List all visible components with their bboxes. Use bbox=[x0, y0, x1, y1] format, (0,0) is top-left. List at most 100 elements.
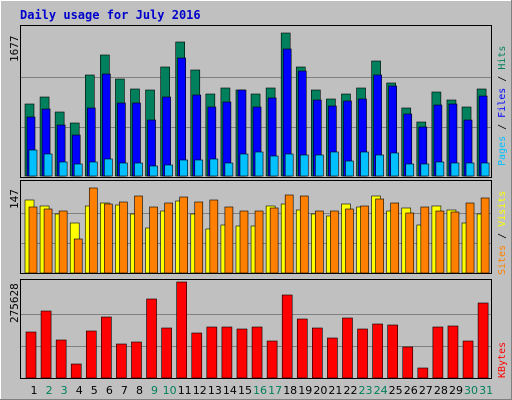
kbytes-bar bbox=[432, 326, 444, 379]
pages-bar bbox=[330, 151, 339, 177]
sites-bar bbox=[104, 203, 113, 274]
sites-bar bbox=[119, 201, 128, 274]
sites-bar bbox=[134, 195, 143, 274]
chart-marks: 1 2 3 4 5 6 7 8 9 10 11 12 13 14 15 16 17 18 19 20 21 22 23 24 2… bbox=[21, 32, 493, 397]
pages-bar bbox=[435, 161, 445, 177]
sites-bar bbox=[43, 208, 53, 274]
kbytes-bar bbox=[327, 337, 338, 379]
chart-title: Daily usage for July 2016 bbox=[20, 8, 201, 22]
day-label: 18 bbox=[283, 384, 297, 397]
day-label: 9 bbox=[151, 384, 158, 397]
kbytes-bar bbox=[146, 298, 157, 379]
day-label: 15 bbox=[238, 384, 252, 397]
kbytes-bar bbox=[221, 326, 233, 379]
sites-bar bbox=[315, 210, 324, 274]
visits-legend: Sites / Visits bbox=[497, 191, 508, 275]
sites-bar bbox=[239, 210, 249, 274]
sites-bar bbox=[299, 195, 309, 274]
day-label: 22 bbox=[343, 384, 357, 397]
sites-bar bbox=[405, 212, 415, 274]
pages-bar bbox=[224, 162, 234, 177]
sites-bar bbox=[330, 210, 339, 274]
pages-bar bbox=[134, 162, 143, 177]
day-label: 13 bbox=[208, 384, 222, 397]
pages-bar bbox=[239, 153, 249, 177]
hits-legend: Pages / Files / Hits bbox=[497, 46, 508, 166]
kbytes-bar bbox=[312, 327, 323, 379]
sites-bar bbox=[209, 199, 219, 274]
pages-bar bbox=[149, 165, 158, 177]
pages-bar bbox=[43, 153, 53, 177]
sites-bar bbox=[194, 201, 204, 274]
pages-bar bbox=[254, 151, 264, 177]
day-label: 8 bbox=[136, 384, 143, 397]
day-label: 24 bbox=[374, 384, 388, 397]
pages-bar bbox=[284, 153, 294, 177]
kbytes-bar bbox=[281, 294, 293, 379]
sites-bar bbox=[179, 196, 188, 274]
kbytes-ymax-label: 275628 bbox=[8, 283, 21, 323]
day-label: 17 bbox=[268, 384, 282, 397]
day-label: 3 bbox=[61, 384, 68, 397]
sites-bar bbox=[420, 206, 430, 274]
day-label: 1 bbox=[31, 384, 38, 397]
day-label: 29 bbox=[449, 384, 463, 397]
sites-bar bbox=[224, 206, 234, 274]
day-label: 25 bbox=[389, 384, 403, 397]
pages-bar bbox=[315, 154, 324, 177]
visits-ymax-label: 147 bbox=[8, 189, 21, 209]
kbytes-bar bbox=[161, 327, 172, 379]
sites-bar bbox=[360, 205, 369, 274]
pages-bar bbox=[164, 164, 173, 177]
kbytes-bar bbox=[55, 339, 67, 379]
kbytes-bar bbox=[387, 324, 398, 379]
sites-bar bbox=[149, 206, 158, 274]
legend-sites: Sites bbox=[497, 245, 508, 275]
day-label: 21 bbox=[328, 384, 342, 397]
sites-bar bbox=[254, 210, 264, 274]
kbytes-bar bbox=[462, 340, 474, 379]
sites-bar bbox=[435, 210, 445, 274]
hits-ymax-label: 1677 bbox=[8, 36, 21, 63]
sites-bar bbox=[164, 202, 173, 274]
pages-bar bbox=[450, 162, 460, 177]
pages-bar bbox=[104, 158, 113, 177]
day-label: 2 bbox=[46, 384, 53, 397]
files-bar bbox=[177, 57, 186, 177]
pages-bar bbox=[390, 152, 399, 177]
pages-bar bbox=[375, 154, 384, 177]
pages-bar bbox=[88, 161, 98, 177]
legend-pages: Pages bbox=[497, 136, 508, 166]
pages-bar bbox=[299, 154, 309, 177]
day-label: 5 bbox=[91, 384, 98, 397]
day-label: 31 bbox=[479, 384, 493, 397]
sites-bar bbox=[480, 197, 490, 274]
kbytes-legend: KBytes bbox=[497, 342, 508, 378]
kbytes-bar bbox=[477, 302, 489, 379]
sites-bar bbox=[28, 206, 38, 274]
pages-bar bbox=[345, 160, 354, 177]
day-label: 19 bbox=[298, 384, 312, 397]
sites-bar bbox=[375, 198, 384, 274]
kbytes-bar bbox=[357, 328, 368, 379]
kbytes-bar bbox=[342, 317, 353, 379]
day-label: 28 bbox=[434, 384, 448, 397]
legend-files: Files bbox=[497, 88, 508, 118]
legend-hits: Hits bbox=[497, 46, 508, 70]
kbytes-bar bbox=[70, 363, 82, 379]
legend-visits: Visits bbox=[497, 191, 508, 227]
pages-bar bbox=[480, 162, 490, 177]
day-label: 30 bbox=[464, 384, 478, 397]
sites-bar bbox=[73, 238, 83, 274]
pages-bar bbox=[58, 161, 68, 177]
kbytes-bar bbox=[206, 326, 218, 379]
kbytes-bar bbox=[417, 367, 429, 379]
kbytes-bar bbox=[251, 326, 263, 379]
pages-bar bbox=[73, 163, 83, 177]
sites-bar bbox=[58, 210, 68, 274]
day-label: 6 bbox=[106, 384, 113, 397]
kbytes-bar bbox=[402, 346, 414, 379]
pages-bar bbox=[194, 159, 204, 177]
kbytes-bar bbox=[266, 340, 278, 379]
